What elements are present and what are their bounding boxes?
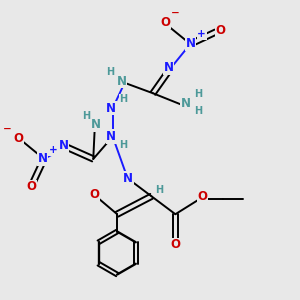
Text: H: H bbox=[155, 185, 163, 195]
Text: N: N bbox=[123, 172, 133, 185]
Text: −: − bbox=[171, 8, 180, 18]
Text: N: N bbox=[91, 118, 101, 131]
Text: N: N bbox=[58, 139, 68, 152]
Text: N: N bbox=[164, 61, 173, 74]
Text: O: O bbox=[170, 238, 180, 251]
Text: O: O bbox=[197, 190, 207, 203]
Text: H: H bbox=[82, 111, 90, 121]
Text: O: O bbox=[14, 132, 24, 145]
Text: +: + bbox=[197, 29, 206, 39]
Text: N: N bbox=[106, 130, 116, 143]
Text: N: N bbox=[117, 75, 127, 88]
Text: O: O bbox=[26, 180, 36, 193]
Text: H: H bbox=[106, 68, 114, 77]
Text: H: H bbox=[119, 140, 127, 150]
Text: O: O bbox=[160, 16, 170, 29]
Text: O: O bbox=[215, 24, 225, 37]
Text: H: H bbox=[119, 94, 127, 104]
Text: N: N bbox=[106, 102, 116, 115]
Text: +: + bbox=[49, 145, 57, 155]
Text: −: − bbox=[3, 124, 12, 134]
Text: N: N bbox=[38, 152, 47, 166]
Text: H: H bbox=[194, 89, 202, 99]
Text: N: N bbox=[186, 38, 196, 50]
Text: O: O bbox=[89, 188, 99, 201]
Text: H: H bbox=[194, 106, 202, 116]
Text: N: N bbox=[181, 97, 191, 110]
